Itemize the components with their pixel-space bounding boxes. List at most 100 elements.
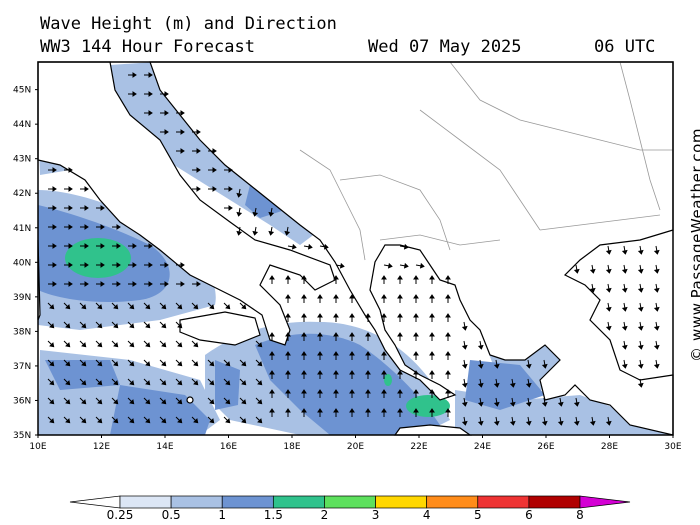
wave-arrow <box>383 262 393 269</box>
wave-arrow <box>397 389 403 398</box>
legend-segment <box>119 495 172 509</box>
wave-height-legend: 0.25 0.5 1 1.5 2 3 4 5 6 8 <box>69 495 631 522</box>
wave-arrow <box>47 302 55 310</box>
wave-arrow <box>493 359 500 369</box>
wave-arrow <box>223 397 231 405</box>
wave-arrow <box>80 243 89 249</box>
wave-arrow <box>365 313 371 322</box>
wave-arrow <box>192 281 201 287</box>
wave-arrow <box>95 302 103 310</box>
longitude-label: 28E <box>601 442 618 452</box>
wave-arrow <box>268 207 275 217</box>
longitude-label: 30E <box>664 442 681 452</box>
wave-arrow <box>79 302 87 310</box>
wave-arrow <box>381 370 387 379</box>
italy-land <box>37 61 336 346</box>
wave-arrow <box>236 226 243 236</box>
wave-arrow <box>224 186 233 192</box>
wave-arrow <box>621 245 628 255</box>
wave-arrow <box>175 359 183 367</box>
wave-arrow <box>48 281 57 287</box>
legend-segment <box>69 495 121 509</box>
wave-arrow <box>269 389 275 398</box>
wave-arrow <box>397 408 403 417</box>
longitude-label: 24E <box>474 442 491 452</box>
wave-arrow <box>63 359 71 367</box>
legend-segment <box>272 495 325 509</box>
wave-arrow <box>207 416 215 424</box>
wave-arrow <box>285 294 291 303</box>
wave-arrow <box>413 389 419 398</box>
wave-arrow <box>621 302 628 312</box>
sicily-island <box>179 311 261 346</box>
wave-arrow <box>573 397 580 407</box>
longitude-label: 22E <box>410 442 427 452</box>
longitude-label: 16E <box>220 442 237 452</box>
wave-arrow <box>287 243 297 250</box>
wave-arrow <box>445 275 451 284</box>
wave-arrow <box>64 243 73 249</box>
wave-arrow <box>191 359 199 367</box>
wave-arrow <box>349 408 355 417</box>
wave-arrow <box>541 416 548 426</box>
wave-arrow <box>111 378 119 386</box>
wave-arrow <box>63 416 71 424</box>
wave-arrow <box>191 302 199 310</box>
wave-arrow <box>477 340 484 350</box>
wave-arrow <box>461 416 468 426</box>
wave-arrow <box>493 378 500 388</box>
wave-arrow <box>236 188 243 198</box>
wave-arrow <box>159 416 167 424</box>
wave-arrow <box>144 243 153 249</box>
wave-arrow <box>365 370 371 379</box>
wave-arrow <box>159 321 167 329</box>
wave-arrow <box>301 332 307 341</box>
wave-arrow <box>285 408 291 417</box>
legend-label: 5 <box>474 508 482 522</box>
wave-arrow <box>461 321 468 331</box>
wave-arrow <box>333 313 339 322</box>
wave-arrow <box>493 397 500 407</box>
wave-arrow <box>48 262 57 268</box>
wave-arrow <box>80 281 89 287</box>
wave-arrow <box>159 378 167 386</box>
latitude-labels: 45N 44N 43N 42N 41N 40N 39N 38N 37N 36N 35N <box>13 86 38 441</box>
wave-arrow <box>63 397 71 405</box>
wave-arrow <box>143 397 151 405</box>
legend-label: 1.5 <box>264 508 283 522</box>
wave-arrow <box>47 416 55 424</box>
wave-arrow <box>112 281 121 287</box>
longitude-label: 10E <box>29 442 46 452</box>
wave-arrow <box>445 389 451 398</box>
wave-arrow <box>143 321 151 329</box>
wave-arrow <box>176 129 185 135</box>
wave-arrow <box>255 416 263 424</box>
legend-segment <box>528 495 581 509</box>
wave-arrow <box>47 321 55 329</box>
wave-arrow <box>637 283 644 293</box>
wave-arrow <box>621 283 628 293</box>
wave-arrow <box>477 416 484 426</box>
wave-arrow <box>207 378 215 386</box>
wave-arrow <box>429 370 435 379</box>
legend-label: 3 <box>372 508 380 522</box>
wave-arrow <box>333 389 339 398</box>
wave-arrow <box>429 332 435 341</box>
latitude-label: 45N <box>13 86 31 96</box>
wave-arrow <box>381 313 387 322</box>
forecast-label: WW3 144 Hour Forecast <box>40 37 255 57</box>
wave-arrow <box>653 321 660 331</box>
wave-arrow <box>80 262 89 268</box>
wave-arrow <box>365 332 371 341</box>
wave-arrow <box>192 167 201 173</box>
wave-arrow <box>96 205 105 211</box>
wave-arrow <box>413 313 419 322</box>
wave-arrow <box>397 275 403 284</box>
wave-arrow <box>349 389 355 398</box>
wave-arrow <box>349 351 355 360</box>
latitude-label: 38N <box>13 327 31 337</box>
wave-arrow <box>493 416 500 426</box>
wave-arrow <box>269 351 275 360</box>
wave-arrow <box>317 332 323 341</box>
wave-arrow <box>397 313 403 322</box>
